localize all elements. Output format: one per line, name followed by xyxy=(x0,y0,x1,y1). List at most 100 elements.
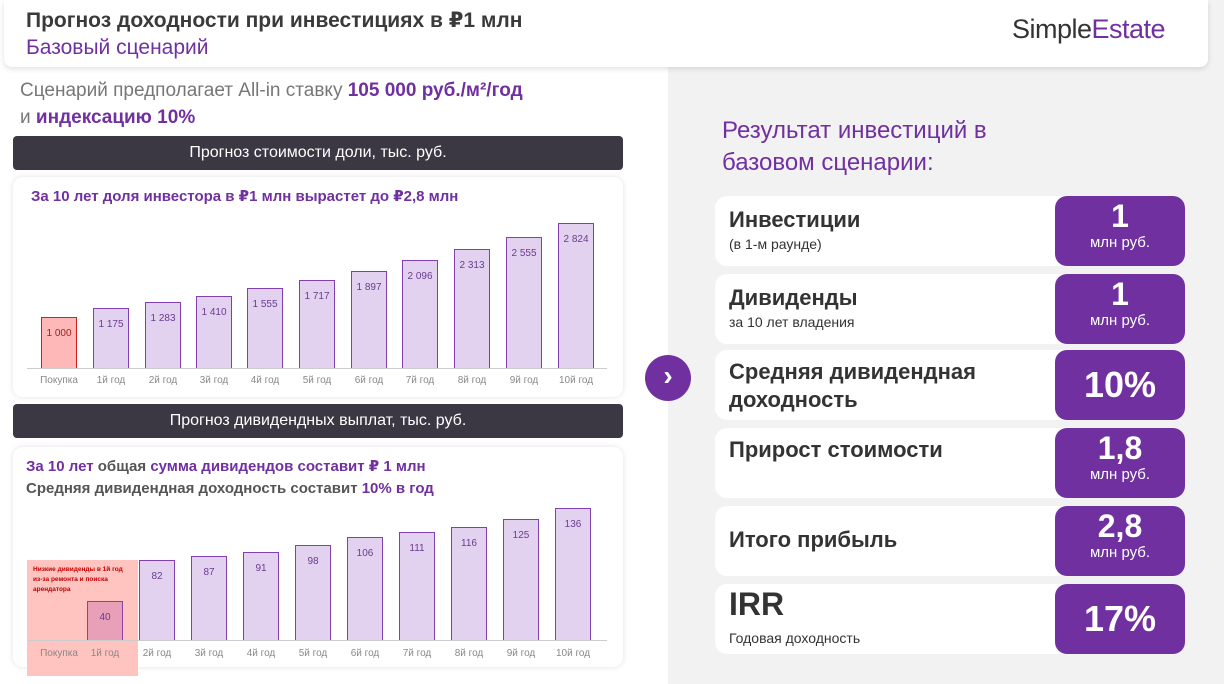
chart2-x-label: 9й год xyxy=(506,648,536,659)
result-value: 1 xyxy=(1111,276,1129,312)
result-unit: млн руб. xyxy=(1089,544,1151,561)
chart1-bar: 1 000 xyxy=(41,316,77,368)
result-unit: млн руб. xyxy=(1089,312,1151,329)
chart2-bar: 136 xyxy=(555,508,591,640)
chart1-bar: 2 824 xyxy=(558,223,594,368)
chart1-axis xyxy=(27,368,607,369)
chart2-x-label: 3й год xyxy=(194,648,224,659)
chart2-x-label: 7й год xyxy=(402,648,432,659)
result-value-badge: 1 млн руб. xyxy=(1055,274,1185,344)
result-value: 1,8 xyxy=(1097,430,1143,466)
intro-text: Сценарий предполагает All-in ставку xyxy=(20,80,348,101)
chart2-x-label: 10й год xyxy=(555,648,591,659)
result-value-badge: 2,8 млн руб. xyxy=(1055,506,1185,576)
result-row: Инвестиции (в 1-м раунде) 1 млн руб. xyxy=(715,196,1185,266)
chart1-x-label: Покупка xyxy=(40,375,78,386)
chart2-axis xyxy=(27,640,607,641)
chart1-x-label: 8й год xyxy=(457,375,487,386)
chart2-bar: 98 xyxy=(295,544,331,640)
result-row: Прирост стоимости 1,8 млн руб. xyxy=(715,428,1185,498)
chart1-bar: 1 555 xyxy=(247,288,283,368)
logo-part-2: Estate xyxy=(1091,14,1166,44)
result-value-badge: 1 млн руб. xyxy=(1055,196,1185,266)
result-row: IRR Годовая доходность 17% xyxy=(715,584,1185,654)
chart2-x-label: 1й год xyxy=(90,648,120,659)
chart1-title: За 10 лет доля инвестора в ₽1 млн выраст… xyxy=(31,188,459,205)
result-unit: млн руб. xyxy=(1089,466,1151,483)
chart1-bar: 1 897 xyxy=(351,270,387,368)
chart2-bar: 87 xyxy=(191,555,227,640)
chart1-x-label: 9й год xyxy=(509,375,539,386)
result-sublabel: Годовая доходность xyxy=(729,630,861,646)
results-title: Результат инвестиций в базовом сценарии: xyxy=(722,117,987,176)
chart1-x-label: 1й год xyxy=(96,375,126,386)
chart2-title-c: сумма дивидендов составит ₽ 1 млн xyxy=(150,458,426,475)
chart2-bar: 106 xyxy=(347,537,383,640)
result-label: Прирост стоимости xyxy=(729,437,943,462)
chart2-x-label: 8й год xyxy=(454,648,484,659)
chart2-title: За 10 лет общая сумма дивидендов состави… xyxy=(26,457,426,475)
result-value: 2,8 xyxy=(1097,508,1143,544)
result-value-badge: 1,8 млн руб. xyxy=(1055,428,1185,498)
chart1-bar: 1 410 xyxy=(196,295,232,368)
low-dividend-note: Низкие дивиденды в 1й год из-за ремонта … xyxy=(33,566,123,593)
result-label: Средняя дивидендная доходность xyxy=(729,359,976,412)
result-value-badge: 17% xyxy=(1055,584,1185,654)
logo-part-1: Simple xyxy=(1012,14,1092,44)
result-label: Итого прибыль xyxy=(729,527,898,552)
result-row: Средняя дивидендная доходность 10% xyxy=(715,350,1185,420)
intro-indexation: индексацию 10% xyxy=(35,107,196,128)
chart1-bar: 2 096 xyxy=(402,260,438,368)
chart1-x-label: 10й год xyxy=(558,375,594,386)
chart2-bar: 116 xyxy=(451,527,487,640)
result-value: 17% xyxy=(1083,598,1157,639)
chart1-bar: 2 555 xyxy=(506,236,542,368)
chart1-bar: 2 313 xyxy=(454,249,490,368)
result-label: Инвестиции xyxy=(729,207,861,232)
result-row: Дивиденды за 10 лет владения 1 млн руб. xyxy=(715,274,1185,344)
chart1-x-label: 2й год xyxy=(148,375,178,386)
result-label: IRR xyxy=(729,586,785,622)
chart2-x-label: 2й год xyxy=(142,648,172,659)
result-unit: млн руб. xyxy=(1089,234,1151,251)
intro-rate: 105 000 руб./м²/год xyxy=(347,80,523,101)
next-arrow-button[interactable]: › xyxy=(645,355,691,401)
chart2-x-label: 5й год xyxy=(298,648,328,659)
chart2-bar: 91 xyxy=(243,551,279,640)
chart2-bar: 40 xyxy=(87,601,123,640)
chart1-header: Прогноз стоимости доли, тыс. руб. xyxy=(13,136,623,170)
chart2-x-label: 4й год xyxy=(246,648,276,659)
chart1-x-label: 3й год xyxy=(199,375,229,386)
chart1-bar: 1 283 xyxy=(145,302,181,368)
chart2-bar: 111 xyxy=(399,532,435,640)
page-subtitle: Базовый сценарий xyxy=(26,36,209,59)
result-sublabel: за 10 лет владения xyxy=(729,314,855,330)
chart2-title-b: общая xyxy=(97,458,147,475)
chart2-subtitle: Средняя дивидендная доходность составит … xyxy=(26,480,434,497)
chart2-title-a: За 10 лет xyxy=(26,458,94,475)
chart1-bar: 1 717 xyxy=(299,279,335,368)
result-value: 1 xyxy=(1111,198,1129,234)
chart1-bar: 1 175 xyxy=(93,307,129,368)
chart2-x-label: Покупка xyxy=(40,648,78,659)
chart2-subtitle-a: Средняя дивидендная доходность составит xyxy=(26,480,358,497)
chart2-header: Прогноз дивидендных выплат, тыс. руб. xyxy=(13,404,623,438)
result-sublabel: (в 1-м раунде) xyxy=(729,236,822,252)
result-value-badge: 10% xyxy=(1055,350,1185,420)
chart2-subtitle-b: 10% в год xyxy=(361,480,434,497)
result-label: Дивиденды xyxy=(729,285,858,310)
chart2-x-label: 6й год xyxy=(350,648,380,659)
chart2-bar: 82 xyxy=(139,560,175,640)
page-title: Прогноз доходности при инвестициях в ₽1 … xyxy=(26,9,523,32)
intro-text-2: и xyxy=(20,107,36,128)
chart1-x-label: 4й год xyxy=(250,375,280,386)
chart1-x-label: 7й год xyxy=(405,375,435,386)
result-row: Итого прибыль 2,8 млн руб. xyxy=(715,506,1185,576)
chart1-x-label: 6й год xyxy=(354,375,384,386)
chart1-x-label: 5й год xyxy=(302,375,332,386)
header xyxy=(4,0,1208,67)
result-value: 10% xyxy=(1083,364,1157,405)
logo: SimpleEstate xyxy=(1012,14,1166,45)
chart2-bar: 125 xyxy=(503,518,539,640)
scenario-intro: Сценарий предполагает All-in ставку 105 … xyxy=(20,77,640,131)
